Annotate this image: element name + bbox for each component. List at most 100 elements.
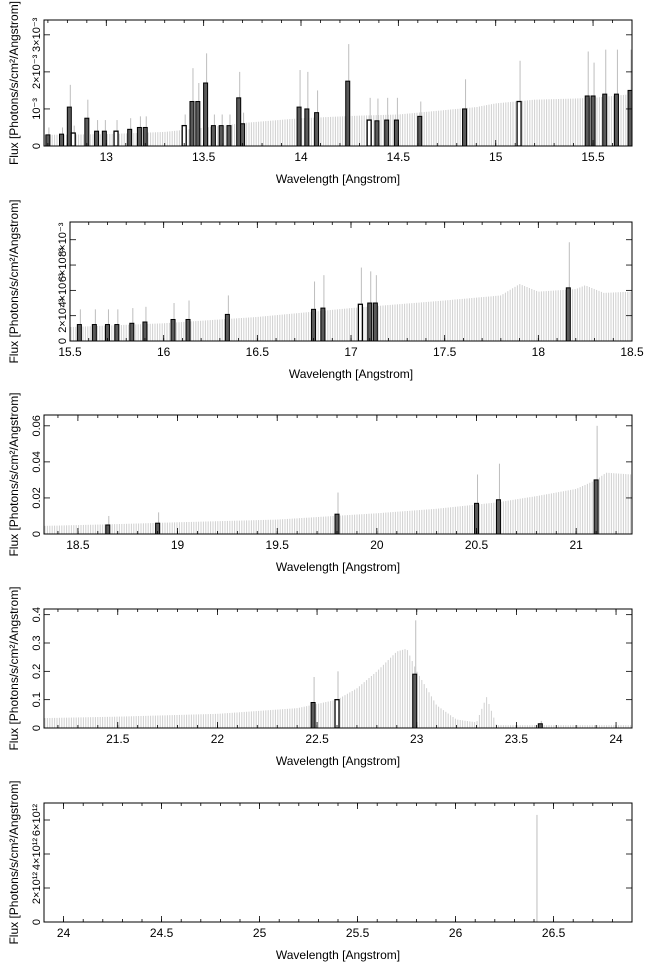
chart-panel-4: 21.5 22 22.5 23 23.5 24 0 0.1 0.2 0.3 0.4 Wavelengt… <box>7 586 633 768</box>
line-bar <box>70 132 76 146</box>
model-spectrum <box>70 284 631 341</box>
line-bar <box>613 93 619 146</box>
x-tick-label: 20.5 <box>465 538 489 552</box>
x-tick-label: 22 <box>211 732 225 746</box>
y-axis-title: Flux [Photons/s/cm²/Angstrom] <box>7 392 21 556</box>
line-bar <box>127 128 133 146</box>
line-bar <box>296 106 302 146</box>
line-bar <box>367 302 373 341</box>
y-tick-label: 10⁻³ <box>31 98 43 120</box>
plot-area <box>44 620 632 728</box>
y-tick-label: 4×10¹² <box>31 838 43 870</box>
x-tick-label: 21.5 <box>106 732 130 746</box>
y-tick-label: 0 <box>31 725 43 731</box>
y-tick-label: 0 <box>57 338 69 344</box>
y-tick-label: 0 <box>31 531 43 537</box>
line-bar <box>195 101 201 146</box>
chart-panel-5: 24 24.5 25 25.5 26 26.5 0 2×10¹² 4×10¹² 6×10¹² Wav… <box>7 780 633 962</box>
line-bar <box>357 303 364 341</box>
line-bar <box>59 133 65 146</box>
y-tick-label: 0.04 <box>31 451 43 472</box>
y-tick-label: 2×10⁻³ <box>31 54 43 89</box>
axis-frame <box>43 802 633 923</box>
line-bar <box>304 108 310 146</box>
line-bar <box>412 673 418 728</box>
x-tick-label: 14 <box>294 150 308 164</box>
y-tick-label: 2×10⁻³ <box>57 298 69 333</box>
x-tick-label: 18.5 <box>620 345 644 359</box>
line-bar <box>593 479 599 534</box>
x-axis-title: Wavelength [Angstrom] <box>276 754 400 768</box>
x-tick-label: 16.5 <box>246 345 270 359</box>
x-tick-label: 23 <box>410 732 424 746</box>
line-measurements <box>45 44 632 146</box>
line-bar <box>224 313 230 341</box>
line-bar <box>417 115 423 146</box>
y-tick-label: 0.06 <box>31 415 43 436</box>
x-tick-label: 21 <box>570 538 584 552</box>
chart-panel-2: 15.5 16 16.5 17 17.5 18 18.5 0 2×10⁻³4×10⁻³6×10⁻… <box>7 199 644 381</box>
line-bar <box>366 119 372 146</box>
x-tick-label: 15.5 <box>58 345 82 359</box>
y-axis-title: Flux [Photons/s/cm²/Angstrom] <box>7 199 21 363</box>
line-bar <box>602 93 608 146</box>
plot-area <box>44 425 632 534</box>
line-bar <box>236 97 242 146</box>
x-tick-label: 24 <box>57 926 71 940</box>
line-bar <box>91 324 97 341</box>
x-axis-title: Wavelength [Angstrom] <box>276 172 400 186</box>
x-tick-label: 16 <box>157 345 171 359</box>
x-tick-label: 24.5 <box>150 926 174 940</box>
axis-frame <box>43 608 633 729</box>
chart-panel-1: 13 13.5 14 14.5 15 15.5 0 10⁻³ 2×10⁻³ 3×10⁻³ Wavel… <box>7 1 633 186</box>
x-tick-label: 17.5 <box>433 345 457 359</box>
line-bar <box>185 318 191 341</box>
x-axis-title: Wavelength [Angstrom] <box>276 948 400 962</box>
line-bar <box>45 134 51 146</box>
line-bar <box>495 499 501 534</box>
line-measurements <box>310 620 543 728</box>
x-tick-label: 15.5 <box>581 150 605 164</box>
line-bar <box>584 95 590 146</box>
x-axis-title: Wavelength [Angstrom] <box>276 560 400 574</box>
line-measurements <box>76 242 571 341</box>
line-bar <box>142 321 148 341</box>
x-tick-label: 19 <box>171 538 185 552</box>
x-tick-label: 22.5 <box>305 732 329 746</box>
line-bar <box>189 101 195 146</box>
model-spectrum <box>44 649 632 728</box>
model-spectrum <box>44 94 632 146</box>
line-bar <box>372 302 378 341</box>
line-bar <box>345 80 351 146</box>
x-tick-label: 20 <box>370 538 384 552</box>
line-bar <box>142 126 148 146</box>
line-bar <box>181 124 187 146</box>
x-tick-label: 24 <box>609 732 623 746</box>
axis-frame <box>43 19 633 147</box>
y-tick-label: 2×10¹² <box>31 872 43 904</box>
y-tick-label: 3×10⁻³ <box>31 17 43 52</box>
line-bar <box>203 82 209 146</box>
y-tick-label: 0.4 <box>31 607 43 622</box>
chart-panel-3: 18.5 19 19.5 20 20.5 21 0 0.02 0.04 0.06 Wavelengt… <box>7 392 633 574</box>
x-tick-label: 26 <box>449 926 463 940</box>
y-tick-label: 4×10⁻³ <box>57 273 69 308</box>
line-bar <box>314 112 320 146</box>
y-tick-label: 6×10¹² <box>31 804 43 836</box>
x-axis-title: Wavelength [Angstrom] <box>289 367 413 381</box>
x-tick-label: 19.5 <box>266 538 290 552</box>
line-bar <box>170 318 176 341</box>
y-tick-label: 0.3 <box>31 635 43 650</box>
line-bar <box>374 120 380 146</box>
y-tick-label: 0 <box>31 143 43 149</box>
line-bar <box>311 308 317 341</box>
x-tick-label: 23.5 <box>505 732 529 746</box>
line-bar <box>537 723 543 728</box>
y-axis-title: Flux [Photons/s/cm²/Angstrom] <box>7 1 21 165</box>
x-tick-label: 18.5 <box>66 538 90 552</box>
y-tick-label: 0.02 <box>31 487 43 508</box>
line-bar <box>462 108 468 146</box>
line-bar <box>590 95 596 146</box>
y-tick-label: 6×10⁻³ <box>57 248 69 283</box>
